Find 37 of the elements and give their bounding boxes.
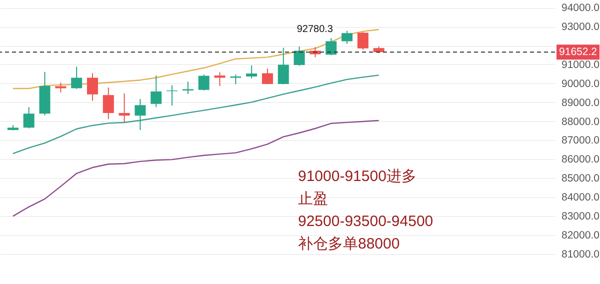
annotation: 92500-93500-94500 [298,213,434,230]
candlestick [150,74,162,108]
y-tick-label: 88000.0 [562,116,600,128]
candlestick [326,38,337,56]
y-tick-label: 94000.0 [562,2,600,14]
y-tick-label: 91000.0 [562,58,600,71]
candlestick [102,87,114,120]
y-tick-label: 93000.0 [562,21,600,34]
ref-line-label: 91652.2 [559,46,598,58]
candlestick [198,74,210,91]
candlestick [246,64,258,79]
candlestick [262,68,273,85]
candlestick [118,92,130,124]
candlestick [294,46,305,66]
y-tick-label: 87000.0 [562,134,600,147]
candlestick [278,47,289,85]
y-tick-label: 86000.0 [562,154,600,166]
line-series [12,74,380,154]
candlestick [310,46,321,58]
candlestick [342,30,353,44]
candlestick [23,106,34,129]
annotation: 92780.3 [296,24,334,35]
y-tick-label: 83000.0 [562,210,600,223]
y-tick-label: 82000.0 [562,229,600,242]
candlestick [357,32,368,50]
annotation: 91000-91500进多 [298,168,416,185]
annotation: 止盈 [298,190,328,208]
candlestick [182,81,194,95]
y-tick-label: 81000.0 [562,248,600,260]
y-tick-label: 90000.0 [562,78,600,90]
annotation: 补仓多单88000 [298,236,400,252]
y-tick-label: 85000.0 [562,172,600,185]
candlestick [134,98,146,131]
y-tick-label: 84000.0 [562,192,600,204]
y-tick-label: 89000.0 [562,96,600,109]
candlestick [71,66,82,90]
candlestick [86,72,98,102]
